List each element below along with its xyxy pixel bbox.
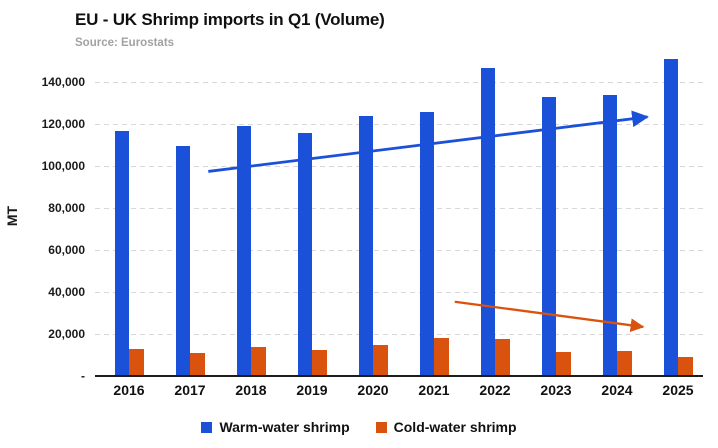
legend-label: Warm-water shrimp [219,419,350,435]
y-tick-label: 140,000 [41,75,85,90]
x-tick-label: 2022 [479,382,511,398]
y-tick-label: 100,000 [41,159,85,174]
legend-swatch-icon [375,421,387,433]
x-axis-line [95,374,703,377]
bar-warm-water [603,94,617,376]
bar-warm-water [298,132,312,376]
bar-warm-water [481,67,495,376]
y-tick-label: 120,000 [41,117,85,132]
x-tick-label: 2024 [601,382,633,398]
gridline [95,81,703,83]
y-tick-label: - [81,369,85,383]
bar-cold-water [312,349,327,376]
x-tick-label: 2017 [174,382,206,398]
bar-cold-water [495,339,510,376]
legend: Warm-water shrimp Cold-water shrimp [0,419,718,435]
y-axis-tick-labels: - 20,000 40,000 60,000 80,000 100,000 120,000 1… [0,55,85,383]
bar-cold-water [678,357,693,376]
legend-item: Cold-water shrimp [375,419,517,435]
gridline [95,333,703,335]
legend-label: Cold-water shrimp [393,419,517,435]
legend-swatch-icon [201,421,213,433]
plot-area [95,55,703,376]
x-tick-label: 2016 [113,382,145,398]
bar-cold-water [190,352,205,376]
x-tick-label: 2019 [296,382,328,398]
y-tick-label: 60,000 [48,243,85,258]
bar-warm-water [176,146,190,376]
bar-warm-water [542,96,556,376]
bar-warm-water [420,111,434,376]
x-tick-label: 2023 [540,382,572,398]
bar-warm-water [359,115,373,376]
bar-warm-water [115,130,129,376]
x-tick-label: 2021 [418,382,450,398]
bar-cold-water [129,348,144,376]
x-axis-tick-labels: 2016 2017 2018 2019 2020 2021 2022 2023 2024 2025 [95,382,703,400]
bar-warm-water [237,126,251,376]
y-tick-label: 80,000 [48,201,85,216]
x-tick-label: 2025 [662,382,694,398]
chart-title: EU - UK Shrimp imports in Q1 (Volume) [75,10,385,29]
bar-warm-water [664,59,678,376]
gridline [95,291,703,293]
y-tick-label: 40,000 [48,285,85,300]
gridline [95,207,703,209]
bar-cold-water [251,346,266,376]
bar-cold-water [373,344,388,376]
legend-item: Warm-water shrimp [201,419,350,435]
gridline [95,249,703,251]
x-tick-label: 2018 [235,382,267,398]
bar-cold-water [434,338,449,376]
y-tick-label: 20,000 [48,327,85,342]
bar-cold-water [617,350,632,376]
chart-subtitle: Source: Eurostats [75,37,175,49]
x-tick-label: 2020 [357,382,389,398]
bar-cold-water [556,351,571,376]
